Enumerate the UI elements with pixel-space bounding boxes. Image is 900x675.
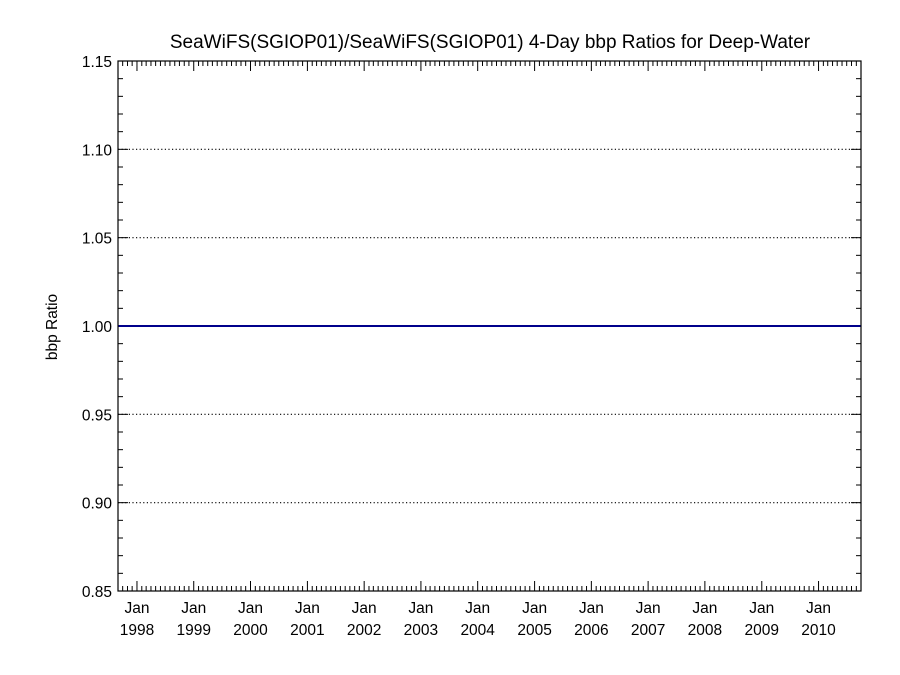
x-tick-label-month: Jan <box>352 600 377 617</box>
x-tick-label-year: 2005 <box>517 622 551 639</box>
x-tick-label-month: Jan <box>692 600 717 617</box>
y-axis-label: bbp Ratio <box>44 294 61 360</box>
x-tick-label-year: 2001 <box>290 622 324 639</box>
y-tick-label: 1.15 <box>82 54 112 71</box>
x-tick-label-month: Jan <box>636 600 661 617</box>
x-tick-label-year: 1998 <box>120 622 154 639</box>
y-tick-label: 0.90 <box>82 496 113 513</box>
x-tick-label-month: Jan <box>749 600 774 617</box>
x-tick-label-year: 2009 <box>745 622 779 639</box>
y-tick-label: 1.00 <box>82 319 113 336</box>
x-tick-label-month: Jan <box>806 600 831 617</box>
y-tick-label: 1.05 <box>82 231 112 248</box>
x-tick-label-year: 2004 <box>460 622 495 639</box>
x-tick-label-month: Jan <box>408 600 433 617</box>
x-tick-label-month: Jan <box>238 600 263 617</box>
y-tick-label: 0.85 <box>82 584 112 601</box>
x-tick-label-month: Jan <box>295 600 320 617</box>
x-tick-label-month: Jan <box>181 600 206 617</box>
x-tick-label-year: 2006 <box>574 622 608 639</box>
x-tick-label-month: Jan <box>522 600 547 617</box>
x-tick-label-year: 2007 <box>631 622 665 639</box>
plot-frame <box>117 60 862 592</box>
x-tick-label-year: 2010 <box>801 622 836 639</box>
x-tick-label-year: 2003 <box>404 622 438 639</box>
x-tick-label-month: Jan <box>465 600 490 617</box>
y-tick-label: 1.10 <box>82 142 113 159</box>
chart-title: SeaWiFS(SGIOP01)/SeaWiFS(SGIOP01) 4-Day … <box>170 32 811 53</box>
x-tick-label-year: 2008 <box>688 622 722 639</box>
y-tick-label: 0.95 <box>82 407 112 424</box>
plot-area: 0.85 0.90 0.95 1.00 1.05 1.10 1.15 Jan 1998 Jan 19… <box>82 54 862 639</box>
x-tick-label-year: 2002 <box>347 622 381 639</box>
x-tick-label-month: Jan <box>579 600 604 617</box>
x-tick-label-month: Jan <box>124 600 149 617</box>
x-tick-label-year: 1999 <box>176 622 210 639</box>
x-tick-label-year: 2000 <box>233 622 268 639</box>
